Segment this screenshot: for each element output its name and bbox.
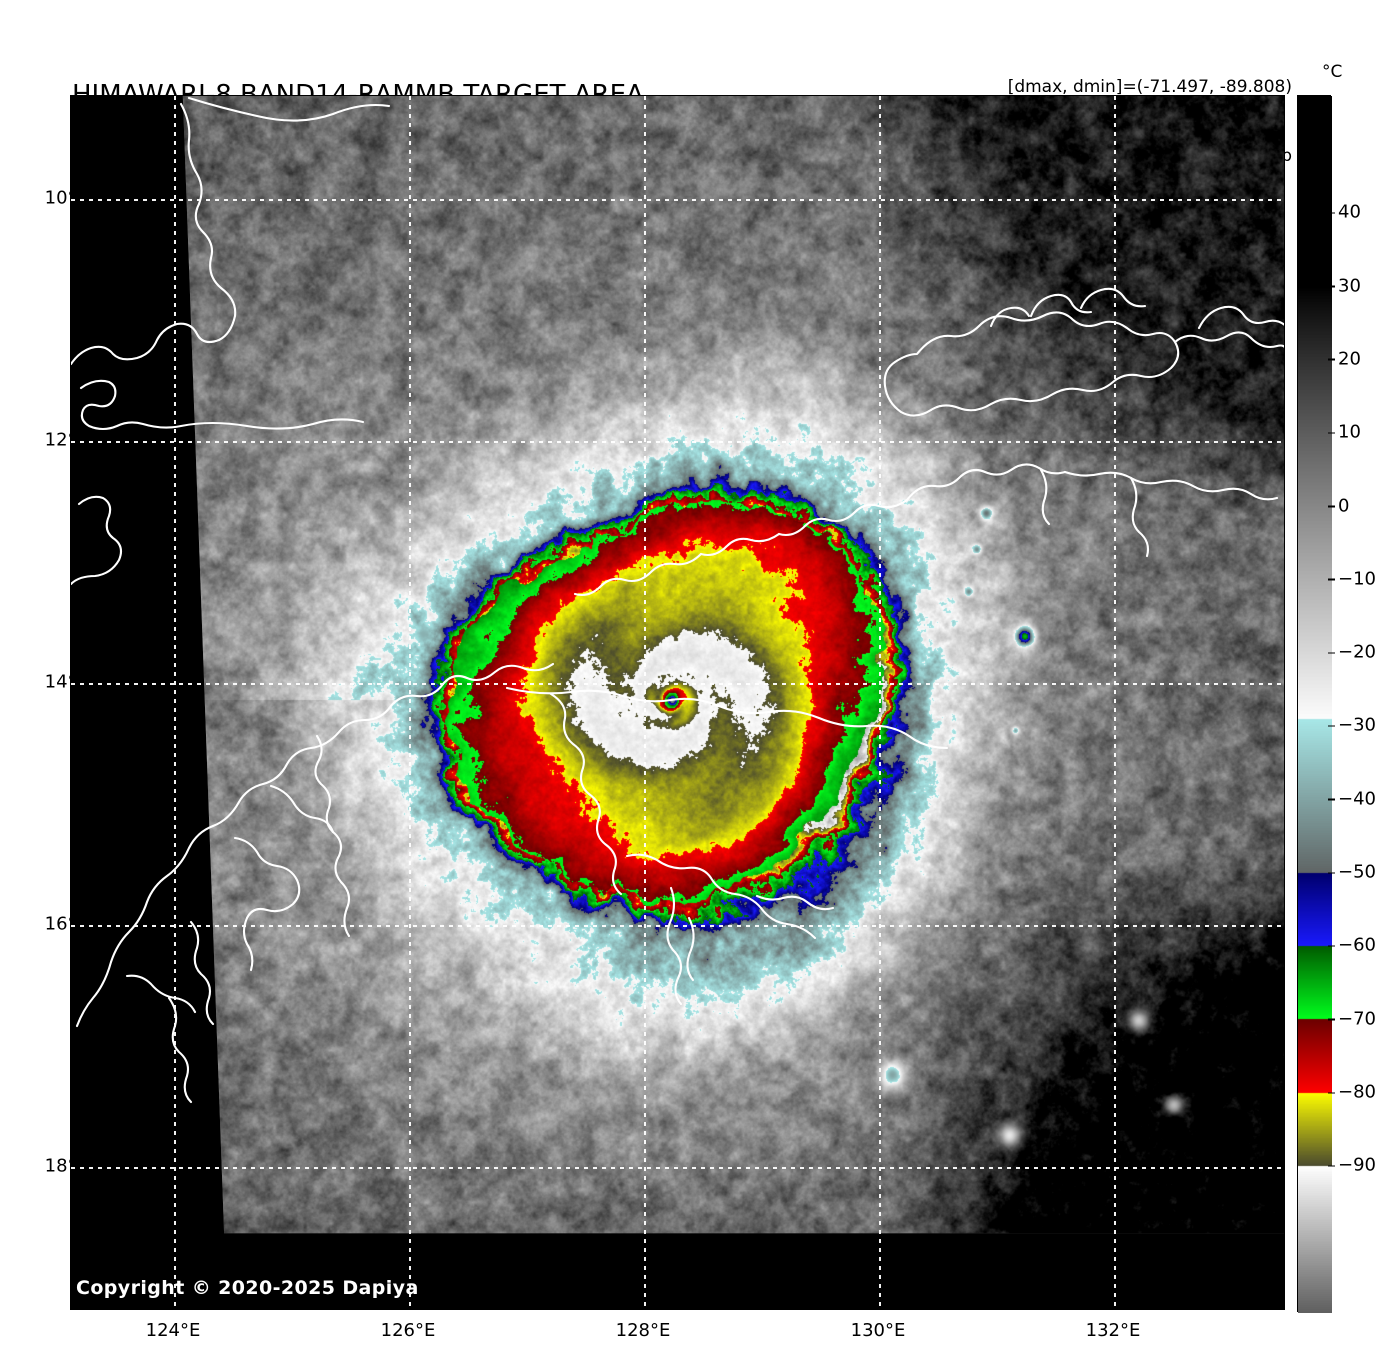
satellite-image-plot[interactable]	[70, 95, 1285, 1310]
colorbar-tick-30: 30	[1328, 275, 1361, 297]
colorbar-tick-minus40: −40	[1328, 788, 1376, 810]
colorbar-tick-10: 10	[1328, 421, 1361, 443]
gridline-latitude-16s	[71, 925, 1284, 927]
coastline-overlay	[71, 96, 1284, 1104]
colorbar-gradient	[1298, 96, 1332, 1313]
y-tick-18s: 18°S	[44, 1155, 88, 1177]
y-tick-10s: 10°S	[44, 187, 88, 209]
infrared-brightness-temperature-canvas	[182, 96, 1284, 1234]
gridline-longitude-132	[1114, 96, 1116, 1309]
satellite-swath	[182, 96, 1284, 1234]
y-tick-16s: 16°S	[44, 913, 88, 935]
colorbar-tick-minus60: −60	[1328, 934, 1376, 956]
x-tick-126e: 126°E	[380, 1320, 436, 1341]
gridline-latitude-10s	[71, 199, 1284, 201]
colorbar-tick-minus70: −70	[1328, 1008, 1376, 1030]
gridline-latitude-14s	[71, 683, 1284, 685]
colorbar-tick-40: 40	[1328, 201, 1361, 223]
colorbar-tick-20: 20	[1328, 348, 1361, 370]
x-tick-124e: 124°E	[145, 1320, 201, 1341]
colorbar-tick-minus50: −50	[1328, 861, 1376, 883]
gridline-longitude-124	[174, 96, 176, 1309]
x-tick-128e: 128°E	[615, 1320, 671, 1341]
y-tick-12s: 12°S	[44, 429, 88, 451]
satellite-swath-clip	[71, 96, 1284, 1309]
temperature-colorbar[interactable]	[1297, 95, 1332, 1313]
colorbar-tick-minus20: −20	[1328, 641, 1376, 663]
colorbar-tick-minus80: −80	[1328, 1081, 1376, 1103]
gridline-longitude-130	[879, 96, 881, 1309]
x-tick-132e: 132°E	[1085, 1320, 1141, 1341]
gridline-longitude-128	[644, 96, 646, 1309]
colorbar-tick-minus90: −90	[1328, 1154, 1376, 1176]
gridline-longitude-126	[409, 96, 411, 1309]
colorbar-tick-minus10: −10	[1328, 568, 1376, 590]
x-tick-130e: 130°E	[850, 1320, 906, 1341]
y-tick-14s: 14°S	[44, 671, 88, 693]
colorbar-tick-minus30: −30	[1328, 714, 1376, 736]
colorbar-tick-0: 0	[1327, 495, 1350, 517]
copyright-notice: Copyright © 2020-2025 Dapiya	[76, 1277, 419, 1299]
dmax-dmin-readout: [dmax, dmin]=(-71.497, -89.808)	[1007, 77, 1292, 97]
gridline-latitude-12s	[71, 441, 1284, 443]
colorbar-unit-label: °C	[1322, 62, 1343, 82]
gridline-latitude-18s	[71, 1167, 1284, 1169]
